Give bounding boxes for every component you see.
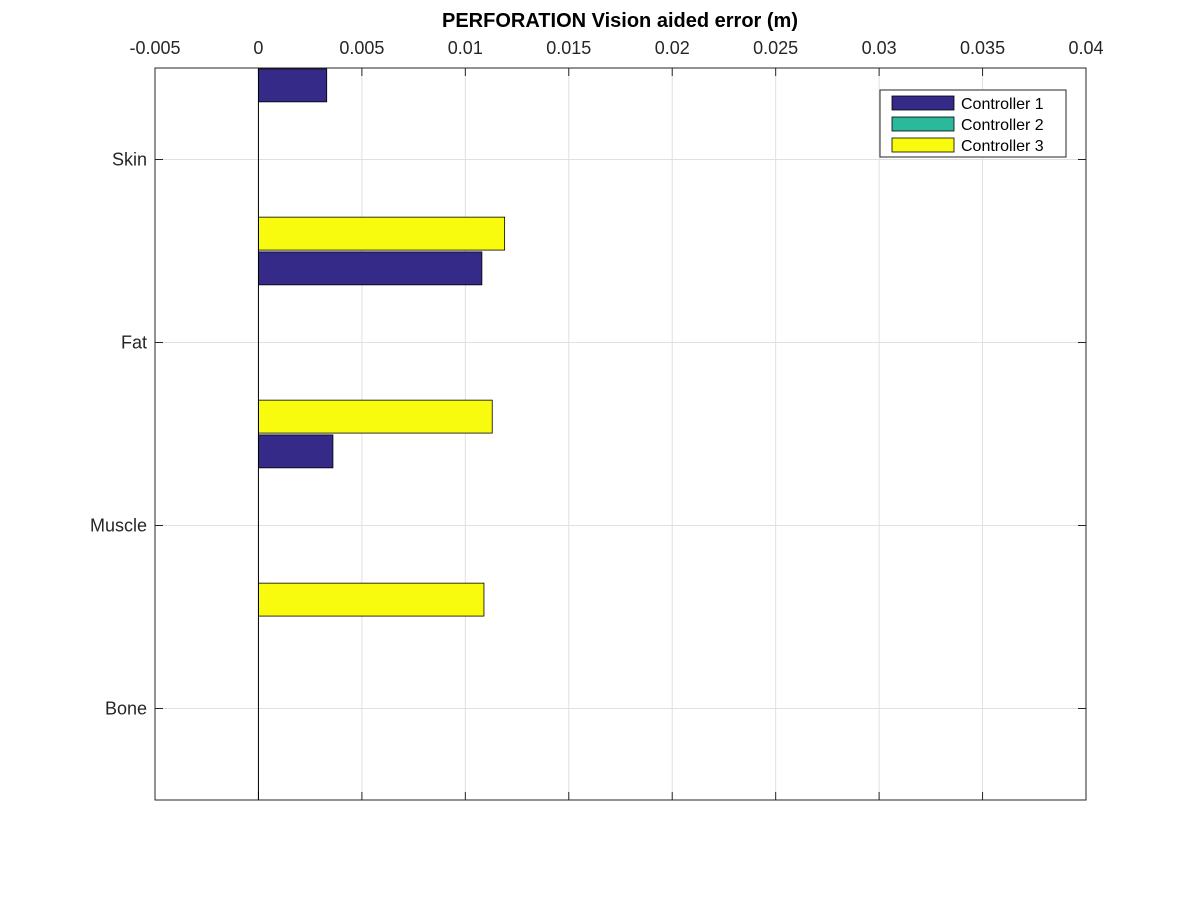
- tick-labels: -0.005 0 0.005 0.01 0.015 0.02 0.025 0.03 0.035 0…: [90, 38, 1104, 719]
- bar-controller-1: [258, 434, 334, 469]
- x-tick-label: 0.015: [546, 38, 591, 58]
- y-category-label: Skin: [112, 150, 147, 170]
- x-tick-label: -0.005: [129, 38, 180, 58]
- x-tick-label: 0.025: [753, 38, 798, 58]
- x-tick-label: 0.02: [655, 38, 690, 58]
- grid-lines: [155, 68, 1086, 800]
- bar-controller-3: [258, 399, 493, 434]
- bar-controller-1: [258, 251, 483, 286]
- x-tick-label: 0.04: [1068, 38, 1103, 58]
- bars: [258, 68, 506, 617]
- x-tick-label: 0: [253, 38, 263, 58]
- x-tick-label: 0.03: [862, 38, 897, 58]
- bar-controller-3: [258, 216, 506, 251]
- axes-box: [154, 67, 1087, 801]
- y-category-label: Fat: [121, 333, 147, 353]
- legend: Controller 1 Controller 2 Controller 3: [879, 89, 1067, 158]
- y-category-label: Muscle: [90, 516, 147, 536]
- x-tick-label: 0.005: [339, 38, 384, 58]
- legend-label: Controller 2: [961, 117, 1044, 134]
- bar-controller-3: [258, 582, 485, 617]
- x-tick-label: 0.035: [960, 38, 1005, 58]
- legend-swatch: [891, 116, 955, 132]
- legend-label: Controller 3: [961, 138, 1044, 155]
- bar-controller-1: [258, 68, 328, 103]
- chart-title: PERFORATION Vision aided error (m): [442, 10, 798, 32]
- x-tick-label: 0.01: [448, 38, 483, 58]
- legend-swatch: [891, 95, 955, 111]
- y-category-label: Bone: [105, 699, 147, 719]
- legend-label: Controller 1: [961, 96, 1044, 113]
- axes: [154, 67, 1087, 801]
- plot-area: [155, 68, 1086, 800]
- legend-swatch: [891, 137, 955, 153]
